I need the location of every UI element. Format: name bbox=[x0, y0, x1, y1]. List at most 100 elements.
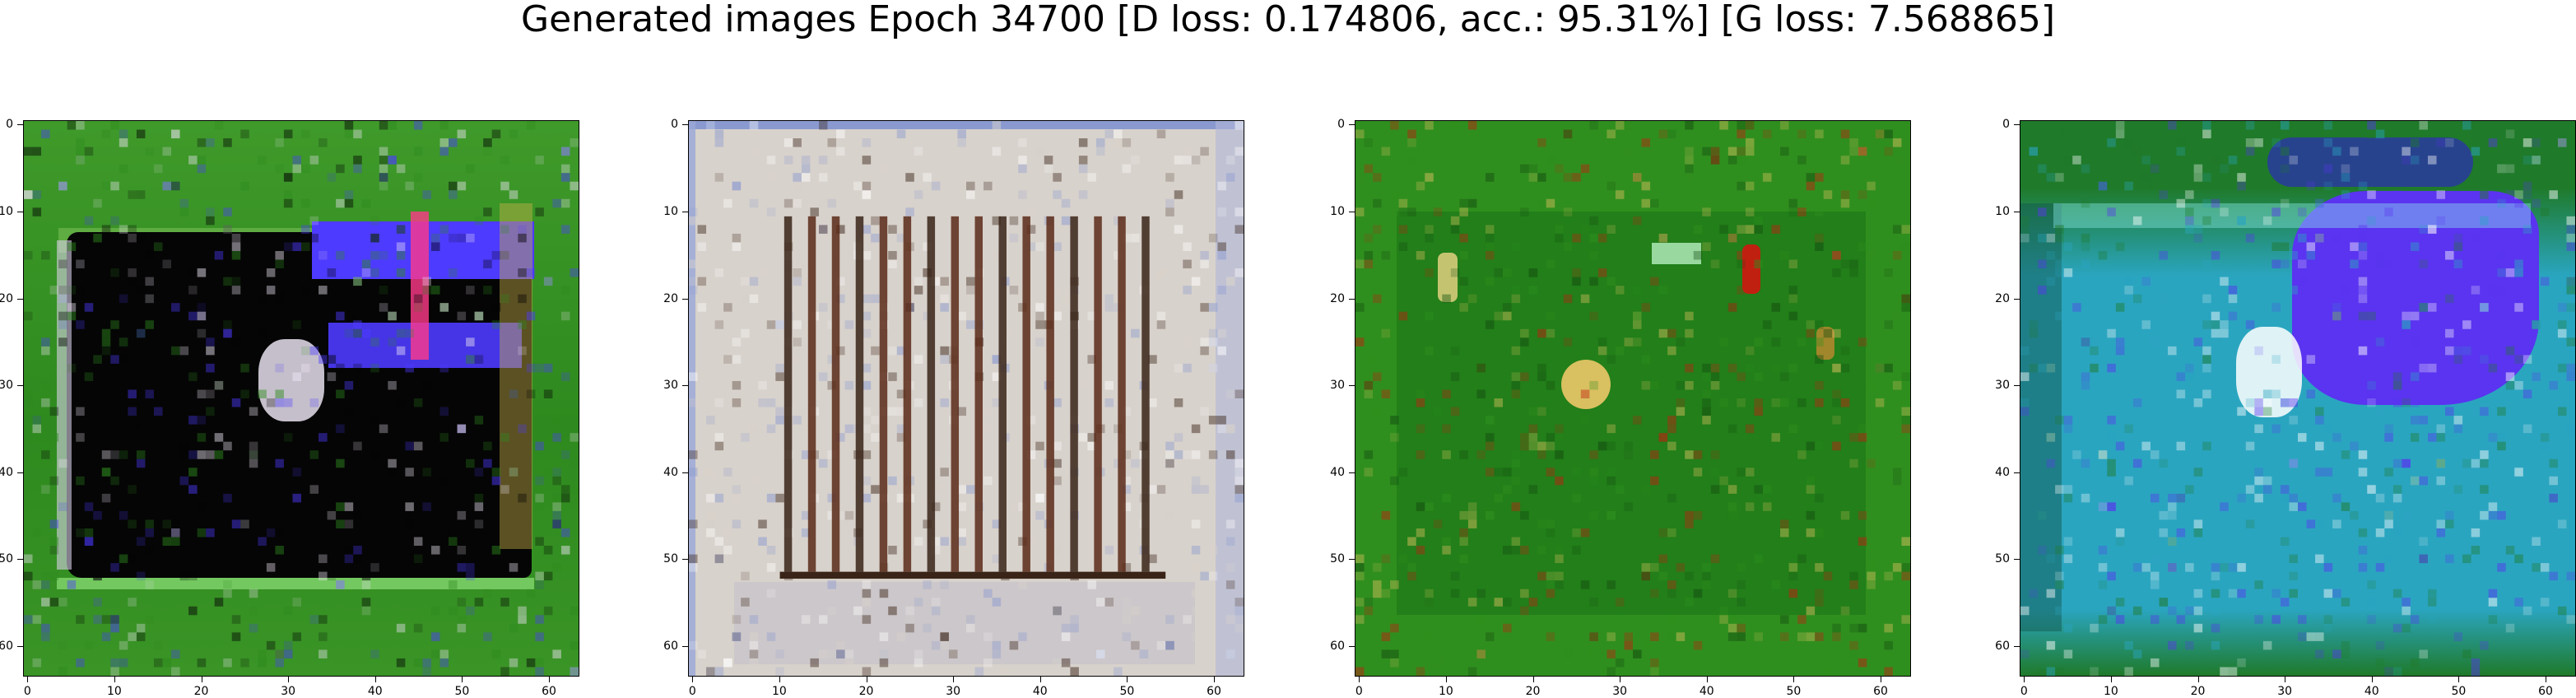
y-tick-label: 40 bbox=[1995, 465, 2010, 479]
x-tick-mark bbox=[1445, 677, 1447, 682]
y-tick-label: 0 bbox=[1337, 118, 1345, 132]
x-tick-label: 40 bbox=[1699, 685, 1714, 698]
x-tick-label: 40 bbox=[1032, 685, 1048, 698]
x-tick-mark bbox=[2024, 677, 2025, 682]
x-tick-mark bbox=[1532, 677, 1534, 682]
x-tick-mark bbox=[2110, 677, 2112, 682]
x-tick-label: 60 bbox=[1207, 685, 1221, 698]
image-panel-1: 0 10 20 30 40 50 60 0 10 20 30 40 50 60 bbox=[0, 118, 579, 698]
x-tick-mark bbox=[288, 677, 290, 682]
x-tick-label: 60 bbox=[542, 685, 556, 698]
y-tick-mark bbox=[1349, 559, 1355, 561]
y-tick-mark bbox=[17, 298, 23, 300]
x-tick-mark bbox=[114, 677, 115, 682]
y-tick-label: 30 bbox=[663, 379, 678, 393]
x-tick-label: 0 bbox=[2020, 685, 2028, 698]
y-tick-mark bbox=[2014, 385, 2020, 387]
y-tick-mark bbox=[682, 124, 688, 126]
y-tick-label: 50 bbox=[1995, 552, 2010, 566]
x-tick-label: 0 bbox=[23, 685, 31, 698]
x-tick-label: 0 bbox=[1355, 685, 1363, 698]
x-tick-label: 60 bbox=[2538, 685, 2553, 698]
y-tick-mark bbox=[682, 385, 688, 387]
y-tick-label: 20 bbox=[1995, 291, 2010, 305]
x-tick-mark bbox=[374, 677, 376, 682]
x-tick-mark bbox=[549, 677, 551, 682]
pixel-noise bbox=[1355, 121, 1910, 676]
y-tick-label: 0 bbox=[6, 118, 13, 132]
y-tick-mark bbox=[17, 646, 23, 648]
pixel-noise bbox=[24, 121, 579, 676]
y-tick-label: 20 bbox=[0, 291, 13, 305]
x-tick-label: 10 bbox=[2103, 685, 2118, 698]
y-tick-mark bbox=[1349, 124, 1355, 126]
y-tick-label: 40 bbox=[1330, 465, 1345, 479]
x-tick-label: 10 bbox=[106, 685, 122, 698]
image-panel-2: 0 10 20 30 40 50 60 0 10 20 30 40 50 60 bbox=[663, 118, 1244, 698]
x-tick-mark bbox=[1127, 677, 1128, 682]
y-tick-label: 50 bbox=[1330, 552, 1345, 566]
y-tick-label: 30 bbox=[0, 379, 13, 393]
y-tick-label: 60 bbox=[663, 640, 678, 654]
image-panel-4: 0 10 20 30 40 50 60 0 10 20 30 40 50 60 bbox=[1995, 118, 2576, 698]
y-tick-mark bbox=[1349, 646, 1355, 648]
y-tick-label: 10 bbox=[1995, 204, 2010, 218]
x-tick-mark bbox=[2371, 677, 2373, 682]
x-tick-mark bbox=[2458, 677, 2460, 682]
x-tick-label: 20 bbox=[858, 685, 874, 698]
x-tick-label: 60 bbox=[1873, 685, 1888, 698]
x-tick-mark bbox=[1039, 677, 1041, 682]
x-tick-label: 30 bbox=[1612, 685, 1628, 698]
y-tick-mark bbox=[2014, 298, 2020, 300]
y-tick-mark bbox=[2014, 646, 2020, 648]
y-tick-label: 40 bbox=[663, 465, 678, 479]
y-tick-mark bbox=[1349, 298, 1355, 300]
y-tick-label: 0 bbox=[671, 118, 678, 132]
x-tick-label: 40 bbox=[367, 685, 383, 698]
y-tick-mark bbox=[17, 472, 23, 473]
y-tick-mark bbox=[17, 385, 23, 387]
x-tick-label: 50 bbox=[1119, 685, 1135, 698]
pixel-noise bbox=[689, 121, 1244, 676]
y-tick-mark bbox=[1349, 472, 1355, 473]
y-tick-mark bbox=[17, 559, 23, 561]
pixel-noise bbox=[2020, 121, 2575, 676]
image-plot-area bbox=[688, 120, 1244, 677]
x-tick-label: 20 bbox=[2190, 685, 2206, 698]
y-tick-label: 10 bbox=[0, 204, 13, 218]
y-tick-mark bbox=[2014, 124, 2020, 126]
y-tick-mark bbox=[2014, 472, 2020, 473]
x-tick-label: 0 bbox=[688, 685, 696, 698]
x-tick-mark bbox=[1706, 677, 1708, 682]
image-plot-area bbox=[1355, 120, 1911, 677]
x-tick-mark bbox=[1214, 677, 1216, 682]
x-tick-label: 20 bbox=[193, 685, 209, 698]
x-tick-label: 30 bbox=[281, 685, 296, 698]
image-plot-area bbox=[2020, 120, 2576, 677]
x-tick-label: 50 bbox=[454, 685, 470, 698]
x-tick-mark bbox=[1793, 677, 1795, 682]
y-tick-label: 60 bbox=[1995, 640, 2010, 654]
x-tick-label: 10 bbox=[771, 685, 787, 698]
y-tick-label: 10 bbox=[663, 204, 678, 218]
x-tick-label: 10 bbox=[1438, 685, 1453, 698]
y-tick-mark bbox=[682, 646, 688, 648]
y-tick-label: 60 bbox=[0, 640, 13, 654]
y-tick-label: 50 bbox=[0, 552, 13, 566]
y-tick-label: 40 bbox=[0, 465, 13, 479]
y-tick-label: 0 bbox=[2002, 118, 2010, 132]
x-tick-label: 30 bbox=[946, 685, 961, 698]
x-tick-mark bbox=[692, 677, 694, 682]
x-tick-label: 30 bbox=[2277, 685, 2293, 698]
y-tick-mark bbox=[17, 124, 23, 126]
x-tick-label: 50 bbox=[2451, 685, 2467, 698]
y-tick-mark bbox=[682, 559, 688, 561]
y-tick-label: 10 bbox=[1330, 204, 1345, 218]
x-tick-mark bbox=[462, 677, 463, 682]
y-tick-label: 30 bbox=[1330, 379, 1345, 393]
y-tick-mark bbox=[682, 472, 688, 473]
y-tick-label: 30 bbox=[1995, 379, 2010, 393]
y-tick-label: 20 bbox=[1330, 291, 1345, 305]
y-tick-label: 20 bbox=[663, 291, 678, 305]
image-plot-area bbox=[23, 120, 579, 677]
